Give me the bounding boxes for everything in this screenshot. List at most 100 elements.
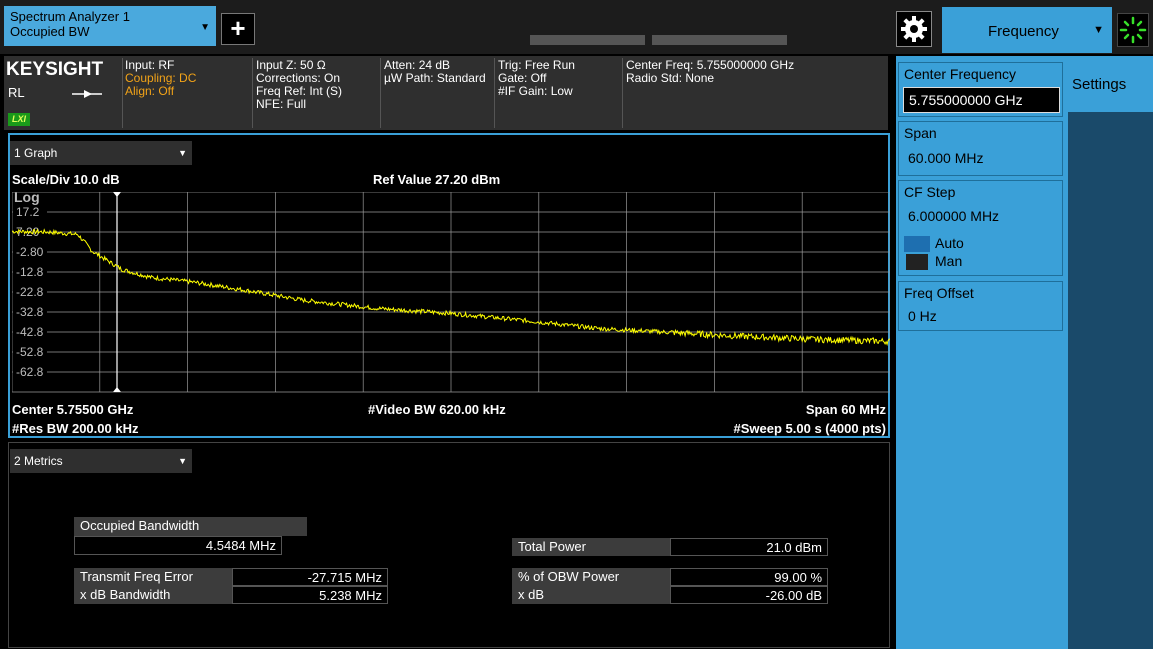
span-readout: Span 60 MHz	[805, 402, 886, 417]
y-tick-label: -2.80	[16, 245, 44, 259]
scale-div-label: Scale/Div 10.0 dB	[12, 172, 120, 187]
frequency-menu-tab[interactable]: Frequency ▼	[942, 7, 1112, 53]
obw-power-value: 99.00 %	[670, 568, 828, 586]
freq-offset-label: Freq Offset	[904, 285, 974, 301]
center-freq-readout: Center 5.75500 GHz	[12, 402, 134, 417]
chevron-down-icon: ▼	[178, 456, 187, 466]
lxi-badge: LXI	[8, 113, 30, 126]
cf-step-label: CF Step	[904, 184, 956, 200]
coupling-label: Coupling: DC	[125, 71, 197, 85]
transmit-freq-error-value: -27.715 MHz	[232, 568, 388, 586]
auto-selected-indicator	[904, 236, 930, 252]
radio-std-label: Radio Std: None	[626, 71, 715, 85]
transmit-freq-error-label: Transmit Freq Error	[74, 568, 232, 586]
total-power-value: 21.0 dBm	[670, 538, 828, 556]
input-z-status: Input Z: 50 Ω Corrections: On Freq Ref: …	[256, 59, 342, 111]
span-value: 60.000 MHz	[908, 150, 984, 166]
gear-icon	[901, 16, 927, 42]
divider	[494, 58, 495, 128]
freq-offset-softkey[interactable]: Freq Offset 0 Hz	[898, 281, 1063, 331]
graph-window-menu[interactable]: 1 Graph ▼	[10, 141, 192, 165]
x-db-label: x dB	[512, 586, 670, 604]
keysight-logo: KEYSIGHT RL LXI	[6, 59, 124, 131]
plot-grid	[12, 192, 890, 393]
rl-label: RL	[8, 85, 25, 100]
plus-icon: +	[230, 13, 246, 43]
x-db-bandwidth-label: x dB Bandwidth	[74, 586, 232, 604]
input-label: Input: RF	[125, 58, 175, 72]
x-db-value: -26.00 dB	[670, 586, 828, 604]
metrics-window-label: 2 Metrics	[14, 454, 63, 468]
occupied-bw-value: 4.5484 MHz	[74, 536, 282, 555]
divider	[380, 58, 381, 128]
graph-window-label: 1 Graph	[14, 146, 58, 160]
y-tick-background	[13, 245, 47, 258]
span-softkey[interactable]: Span 60.000 MHz	[898, 121, 1063, 176]
span-label: Span	[904, 125, 937, 141]
trigger-status: Trig: Free Run Gate: Off #IF Gain: Low	[498, 59, 575, 98]
busy-spinner-icon	[1117, 13, 1149, 47]
y-tick-label: 17.2	[16, 205, 40, 219]
measurement-name: Occupied BW	[10, 24, 90, 39]
center-frequency-softkey[interactable]: Center Frequency 5.755000000 GHz	[898, 62, 1063, 117]
sweep-readout: #Sweep 5.00 s (4000 pts)	[733, 421, 886, 436]
x-db-bandwidth-value: 5.238 MHz	[232, 586, 388, 604]
trig-label: Trig: Free Run	[498, 58, 575, 72]
total-power-label: Total Power	[512, 538, 670, 556]
brand-name: KEYSIGHT	[6, 59, 104, 80]
settings-tab-label: Settings	[1068, 56, 1153, 112]
ref-value-label: Ref Value 27.20 dBm	[373, 172, 501, 187]
measurement-tab[interactable]: Spectrum Analyzer 1 Occupied BW ▼	[4, 6, 216, 46]
obw-power-label: % of OBW Power	[512, 568, 670, 586]
settings-button[interactable]	[896, 11, 932, 47]
auto-option[interactable]: Auto	[935, 235, 964, 251]
chevron-down-icon: ▼	[178, 148, 187, 158]
cf-step-softkey[interactable]: CF Step 6.000000 MHz Auto Man	[898, 180, 1063, 276]
y-tick-label: -22.8	[16, 285, 44, 299]
center-frequency-label: Center Frequency	[904, 66, 1017, 82]
attenuation-status: Atten: 24 dB µW Path: Standard	[384, 59, 486, 85]
man-option[interactable]: Man	[935, 253, 963, 269]
spectrum-plot[interactable]: 17.27.20-2.80-12.8-22.8-32.8-42.8-52.8-6…	[12, 192, 890, 398]
frequency-menu-label: Frequency	[988, 23, 1059, 40]
metrics-window[interactable]	[8, 442, 890, 648]
man-unselected-indicator	[906, 254, 928, 270]
input-z-label: Input Z: 50 Ω	[256, 58, 326, 72]
spectrum-trace	[12, 228, 890, 347]
center-freq-label: Center Freq: 5.755000000 GHz	[626, 58, 795, 72]
nfe-label: NFE: Full	[256, 97, 307, 111]
y-tick-label: -62.8	[16, 365, 44, 379]
align-label: Align: Off	[125, 84, 175, 98]
y-tick-background	[13, 305, 47, 318]
freq-offset-value: 0 Hz	[908, 308, 937, 324]
y-tick-background	[13, 365, 47, 378]
scale-type-label: Log	[14, 189, 40, 205]
analyzer-name: Spectrum Analyzer 1	[10, 9, 130, 24]
atten-label: Atten: 24 dB	[384, 58, 451, 72]
chevron-down-icon: ▼	[1093, 24, 1104, 36]
uw-path-label: µW Path: Standard	[384, 71, 486, 85]
graph-window[interactable]	[8, 133, 890, 438]
settings-tab[interactable]: Settings	[1068, 56, 1153, 649]
status-info-bar	[4, 56, 888, 130]
res-bw-readout: #Res BW 200.00 kHz	[12, 421, 139, 436]
y-tick-label: -52.8	[16, 345, 44, 359]
status-indicator-bar	[530, 35, 645, 45]
if-gain-label: #IF Gain: Low	[498, 84, 573, 98]
video-bw-readout: #Video BW 620.00 kHz	[368, 402, 506, 417]
add-screen-button[interactable]: +	[221, 13, 255, 45]
input-arrow-icon	[72, 90, 102, 98]
y-tick-background	[13, 205, 47, 218]
gate-label: Gate: Off	[498, 71, 547, 85]
metrics-window-menu[interactable]: 2 Metrics ▼	[10, 449, 192, 473]
y-tick-background	[13, 325, 47, 338]
occupied-bw-label: Occupied Bandwidth	[74, 517, 307, 536]
divider	[622, 58, 623, 128]
divider	[252, 58, 253, 128]
y-tick-background	[13, 345, 47, 358]
center-frequency-input[interactable]: 5.755000000 GHz	[903, 87, 1060, 113]
status-indicator-bar	[652, 35, 787, 45]
center-freq-status: Center Freq: 5.755000000 GHz Radio Std: …	[626, 59, 794, 85]
y-tick-background	[13, 265, 47, 278]
cf-step-value: 6.000000 MHz	[908, 208, 1000, 224]
